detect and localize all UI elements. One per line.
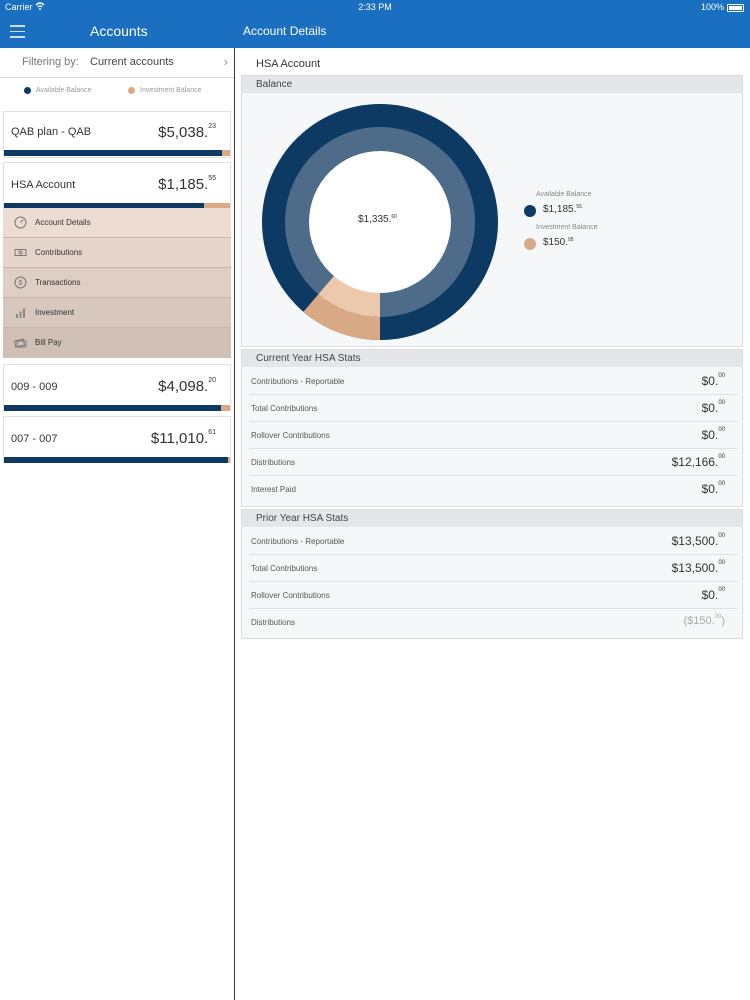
submenu-investment[interactable]: Investment [3,298,231,328]
account-submenu: Account Details Contributions $ Transact… [3,208,231,358]
stat-row: Rollover Contributions $0.00 [249,582,737,609]
submenu-label: Investment [35,308,75,317]
balance-panel: Balance $1,335.60 Available Balance $1,1… [241,75,743,347]
investment-dot [524,238,536,250]
submenu-label: Account Details [35,218,91,227]
available-fill [4,203,204,209]
carrier-label: Carrier [5,2,33,12]
submenu-label: Contributions [35,248,83,257]
wifi-icon [35,1,45,13]
submenu-label: Bill Pay [35,338,62,347]
battery-icon [727,4,744,12]
prior-year-panel: Prior Year HSA Stats Contributions - Rep… [241,509,743,639]
account-name: QAB plan - QAB [11,126,92,138]
bar-chart-icon [14,306,27,319]
navigation-bar: Accounts Account Details [0,16,750,48]
account-balance: $4,098.20 [158,377,216,395]
stat-row: Contributions - Reportable $0.00 [249,368,737,395]
available-fill [4,150,223,156]
balance-legend: Available Balance Investment Balance [0,86,234,100]
accounts-pane: Filtering by: Current accounts › Availab… [0,48,234,1000]
balance-bar [4,150,230,156]
current-year-header: Current Year HSA Stats [242,350,742,367]
investment-label: Investment Balance [536,224,598,231]
filter-value: Current accounts [90,56,174,68]
filter-row[interactable]: Filtering by: Current accounts › [0,48,234,78]
balance-donut-chart [262,104,498,340]
balance-bar [4,203,230,209]
account-title: HSA Account [256,58,321,70]
stat-row: Distributions $12,166.00 [249,449,737,476]
current-year-panel: Current Year HSA Stats Contributions - R… [241,349,743,507]
available-legend-dot [24,87,31,94]
account-balance: $11,010.61 [150,429,216,447]
submenu-account-details[interactable]: Account Details [3,208,231,238]
available-label: Available Balance [536,191,592,198]
investment-legend-label: Investment Balance [140,87,202,94]
available-fill [4,457,228,463]
stat-row: Total Contributions $13,500.00 [249,555,737,582]
bill-icon [13,336,27,349]
submenu-transactions[interactable]: $ Transactions [3,268,231,298]
status-bar: Carrier 2:33 PM 100% [0,0,750,16]
filter-label: Filtering by: [22,56,79,68]
account-name: 009 - 009 [11,381,58,393]
account-card-009[interactable]: 009 - 009 $4,098.20 [3,364,231,411]
donut-hole [309,151,451,293]
battery-percentage: 100% [700,2,724,12]
submenu-bill-pay[interactable]: Bill Pay [3,328,231,358]
available-legend-label: Available Balance [36,87,92,94]
pane-divider [234,48,235,1000]
account-card-hsa[interactable]: HSA Account $1,185.55 [3,162,231,209]
hamburger-menu-icon[interactable] [10,25,25,38]
stat-row: Rollover Contributions $0.00 [249,422,737,449]
investment-amount: $150.05 [543,237,574,248]
account-details-pane: HSA Account Balance $1,335.60 Available … [235,48,750,1000]
stat-row: Total Contributions $0.00 [249,395,737,422]
account-details-title: Account Details [243,24,327,38]
balance-bar [4,457,230,463]
account-balance: $5,038.23 [158,123,216,141]
accounts-title: Accounts [90,23,148,39]
balance-header: Balance [242,76,742,93]
account-balance: $1,185.55 [158,175,216,193]
account-name: 007 - 007 [11,433,58,445]
stat-row: Contributions - Reportable $13,500.00 [249,528,737,555]
submenu-contributions[interactable]: Contributions [3,238,231,268]
balance-bar [4,405,230,411]
cash-icon [14,246,27,259]
stat-row: Distributions ($150.00) [251,614,725,627]
stat-row: Interest Paid $0.00 [251,481,725,496]
chevron-right-icon: › [223,54,228,69]
investment-legend-dot [128,87,135,94]
gauge-icon [14,216,27,229]
dollar-circle-icon: $ [14,276,27,289]
account-card-qab[interactable]: QAB plan - QAB $5,038.23 [3,111,231,158]
svg-text:$: $ [19,280,23,287]
available-dot [524,205,536,217]
account-name: HSA Account [11,179,76,191]
total-balance: $1,335.60 [358,214,397,225]
account-card-007[interactable]: 007 - 007 $11,010.61 [3,416,231,463]
clock: 2:33 PM [358,2,392,12]
available-amount: $1,185.55 [543,204,582,215]
available-fill [4,405,221,411]
submenu-label: Transactions [35,278,81,287]
prior-year-header: Prior Year HSA Stats [242,510,742,527]
